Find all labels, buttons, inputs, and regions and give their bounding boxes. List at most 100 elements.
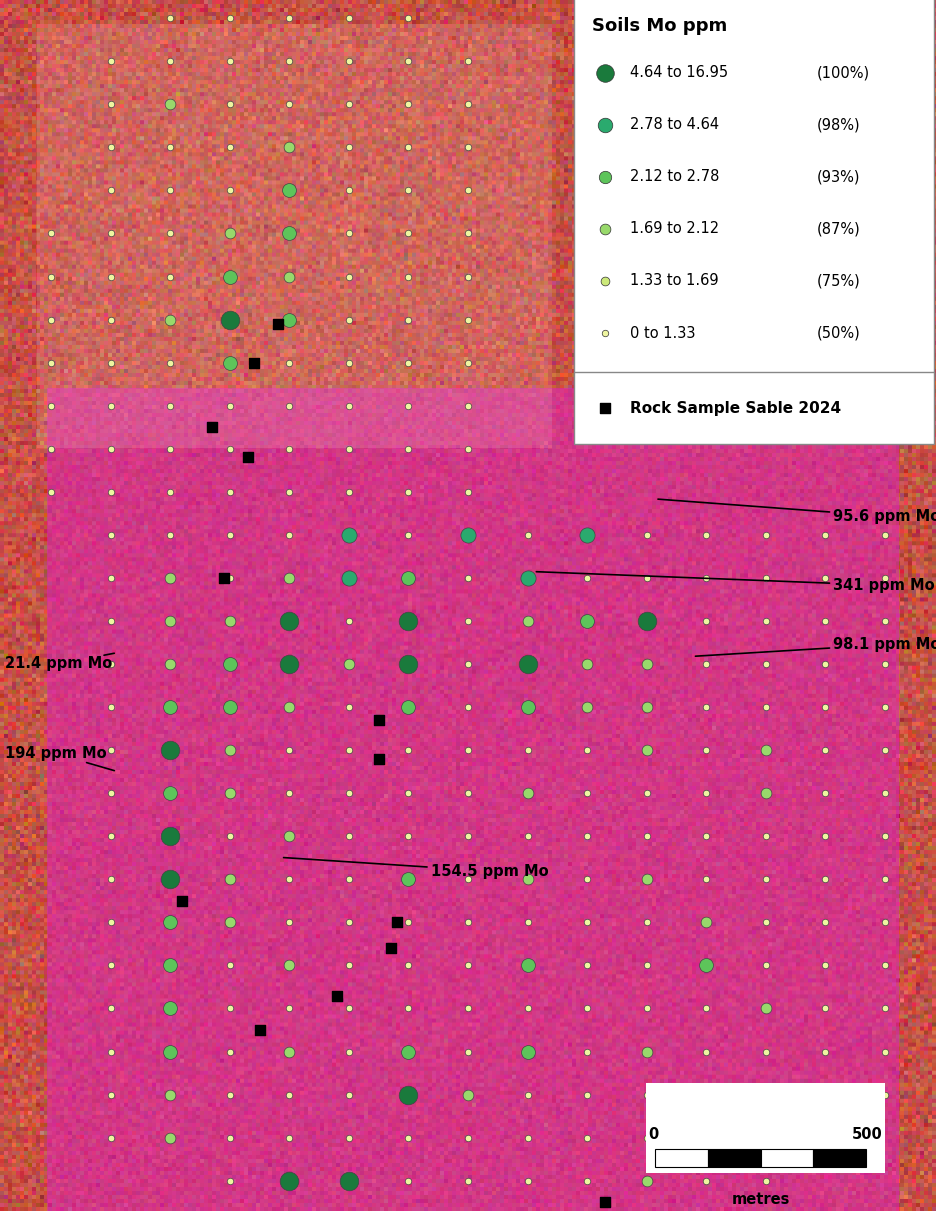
Point	[461, 740, 475, 759]
Point	[579, 1127, 594, 1147]
Point	[461, 440, 475, 459]
Point	[223, 1127, 238, 1147]
Bar	[655, 1149, 708, 1167]
Point	[461, 224, 475, 243]
Point	[639, 612, 654, 631]
Point	[579, 999, 594, 1018]
Text: 98.1 ppm Mo: 98.1 ppm Mo	[695, 637, 936, 656]
Point	[163, 955, 178, 975]
Point	[342, 827, 357, 846]
Point	[223, 138, 238, 157]
Point	[163, 827, 178, 846]
Text: 1.69 to 2.12: 1.69 to 2.12	[630, 222, 719, 236]
Point	[282, 654, 297, 673]
Point	[579, 955, 594, 975]
Point	[579, 740, 594, 759]
Point	[758, 612, 773, 631]
Point	[877, 784, 892, 803]
Point	[401, 698, 416, 717]
Point	[401, 396, 416, 415]
Bar	[813, 1149, 866, 1167]
Point	[401, 52, 416, 71]
Point	[401, 955, 416, 975]
Point	[520, 1127, 535, 1147]
Point	[342, 180, 357, 200]
Point	[758, 654, 773, 673]
Point	[342, 482, 357, 501]
Point	[639, 698, 654, 717]
Point	[282, 526, 297, 545]
Point	[163, 94, 178, 114]
Point	[104, 999, 119, 1018]
Point	[817, 913, 832, 932]
Point	[817, 654, 832, 673]
Point	[520, 1085, 535, 1104]
Point	[163, 396, 178, 415]
Point	[205, 418, 220, 437]
Point	[163, 740, 178, 759]
Point	[104, 440, 119, 459]
Point	[342, 526, 357, 545]
Point	[461, 352, 475, 372]
Point	[758, 1085, 773, 1104]
Point	[282, 1085, 297, 1104]
Point	[401, 869, 416, 889]
Point	[104, 1127, 119, 1147]
Point	[817, 827, 832, 846]
Point	[104, 482, 119, 501]
Point	[758, 568, 773, 587]
Point	[698, 913, 713, 932]
Point	[461, 869, 475, 889]
Point	[579, 869, 594, 889]
Point	[817, 526, 832, 545]
FancyBboxPatch shape	[574, 372, 934, 444]
Text: 0: 0	[649, 1127, 658, 1142]
Point	[579, 612, 594, 631]
Text: (98%): (98%)	[817, 117, 861, 132]
Point	[461, 827, 475, 846]
Point	[520, 999, 535, 1018]
FancyBboxPatch shape	[37, 24, 552, 448]
Point	[698, 1127, 713, 1147]
Point	[461, 180, 475, 200]
Point	[401, 999, 416, 1018]
Point	[163, 913, 178, 932]
Point	[877, 999, 892, 1018]
Point	[579, 526, 594, 545]
Point	[342, 1041, 357, 1061]
Point	[877, 1085, 892, 1104]
Point	[698, 1171, 713, 1190]
Point	[163, 568, 178, 587]
Point	[520, 568, 535, 587]
Point	[817, 568, 832, 587]
Point	[342, 999, 357, 1018]
Point	[401, 654, 416, 673]
Point	[282, 612, 297, 631]
Point	[461, 526, 475, 545]
Point	[401, 740, 416, 759]
Point	[163, 52, 178, 71]
Point	[282, 180, 297, 200]
Point	[223, 654, 238, 673]
Point	[44, 352, 59, 372]
Point	[401, 224, 416, 243]
Point	[223, 526, 238, 545]
Point	[520, 955, 535, 975]
Point	[163, 526, 178, 545]
Point	[597, 219, 612, 239]
Point	[461, 52, 475, 71]
Point	[877, 654, 892, 673]
Point	[104, 352, 119, 372]
Text: 194 ppm Mo: 194 ppm Mo	[5, 746, 114, 770]
Point	[253, 1021, 268, 1040]
Point	[223, 869, 238, 889]
Point	[104, 138, 119, 157]
Point	[223, 440, 238, 459]
Point	[223, 955, 238, 975]
Point	[597, 115, 612, 134]
Point	[817, 1041, 832, 1061]
Point	[104, 224, 119, 243]
Point	[579, 654, 594, 673]
Point	[223, 612, 238, 631]
Point	[342, 1171, 357, 1190]
